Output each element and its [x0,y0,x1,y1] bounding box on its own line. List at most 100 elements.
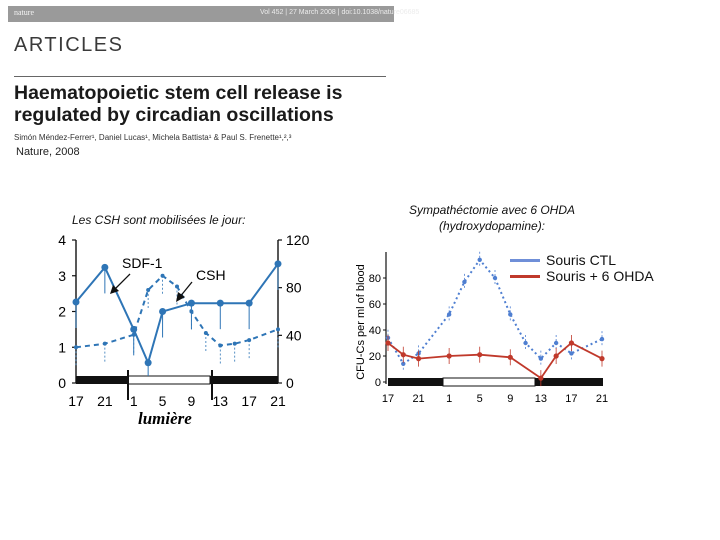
csh-arrow-head [176,292,185,302]
csh-label: CSH [196,267,226,283]
data-point-ctl [523,340,528,346]
right-chart-y-tick-label: 60 [369,299,381,311]
left-y-tick-label: 3 [58,268,66,284]
data-point-ohda [477,352,483,358]
data-point-sdf1 [175,284,179,289]
right-chart-x-tick-label: 21 [596,393,608,405]
data-point-ohda [568,340,575,346]
journal-header-bar: nature Vol 452 | 27 March 2008 | doi:10.… [8,6,419,22]
left-x-tick-label: 13 [212,393,228,409]
legend-label-ctl: Souris CTL [546,252,617,268]
sdf1-label: SDF-1 [122,255,163,271]
right-chart-y-tick-label: 80 [369,273,381,285]
data-point-csh [101,263,109,271]
paper-authors: Simón Méndez-Ferrer¹, Daniel Lucas¹, Mic… [14,133,292,142]
light-label: lumière [138,409,192,428]
right-y-axis-label: CFU-Cs per ml of blood [355,264,367,380]
series-line-sdf-1 [75,274,279,349]
data-point-csh [187,299,195,307]
right-chart-x-tick-label: 9 [507,393,513,405]
light-bar [127,375,211,385]
right-y-tick-label: 40 [286,327,302,343]
data-point-ctl [401,361,406,366]
left-x-tick-label: 9 [188,393,196,409]
right-y-tick-label: 0 [286,375,294,391]
data-point-sdf1 [232,341,237,346]
right-chart-x-tick-label: 1 [446,393,452,405]
legend-item-ctl: Souris CTL [510,252,616,268]
right-chart-y-tick-label: 40 [369,325,381,337]
data-point-ohda [385,340,391,346]
legend-swatch-ohda [510,274,540,278]
data-point-csh [216,299,224,307]
left-y-tick-label: 0 [58,375,66,391]
divider [14,76,386,77]
legend-item-ohda: Souris + 6 OHDA [510,268,654,284]
data-point-ohda [446,353,452,359]
data-point-csh [159,308,167,315]
data-point-ohda [599,356,605,362]
left-y-tick-label: 1 [58,339,66,355]
series-line-csh [75,263,279,366]
right-chart-x-tick-label: 5 [477,393,483,405]
data-point-sdf1 [218,343,223,348]
left-x-tick-label: 1 [130,393,138,409]
data-point-sdf1 [203,330,208,335]
right-chart-y-tick-label: 0 [375,377,381,389]
right-chart-x-tick-label: 17 [565,393,577,405]
right-chart-x-tick-label: 13 [535,393,547,405]
data-point-ohda [553,353,559,359]
right-chart-x-tick-label: 17 [382,393,394,405]
series-line-ohda [387,341,603,380]
data-point-ctl [446,312,452,317]
legend-label-ohda: Souris + 6 OHDA [546,268,654,284]
data-point-ctl [492,275,498,281]
data-point-ctl [553,340,559,346]
left-chart-caption: Les CSH sont mobilisées le jour: [72,213,246,227]
left-x-tick-label: 21 [97,393,113,409]
right-chart-caption: Sympathéctomie avec 6 OHDA (hydroxydopam… [408,203,576,233]
left-x-tick-label: 17 [241,393,257,409]
data-point-sdf1 [276,327,280,332]
right-y-tick-label: 120 [286,232,310,248]
data-point-ctl [569,351,574,356]
data-point-ctl [462,279,467,285]
section-label: ARTICLES [14,34,124,56]
left-y-tick-label: 2 [58,304,66,320]
data-point-ohda [538,375,544,381]
data-point-sdf1 [160,273,165,278]
data-point-ohda [415,356,422,362]
left-chart-frame [75,240,279,400]
data-point-ctl [508,312,513,317]
data-point-ctl [538,356,544,361]
left-y-tick-label: 4 [58,232,66,248]
legend-swatch-ctl [510,258,540,262]
data-point-csh [130,325,138,333]
volume-info: Vol 452 | 27 March 2008 | doi:10.1038/na… [260,9,420,16]
paper-title: Haematopoietic stem cell release is regu… [14,82,343,126]
left-x-tick-label: 21 [270,393,286,409]
sdf1-arrow-head [110,285,119,294]
data-point-ctl [477,257,482,262]
data-point-sdf1 [102,341,107,346]
data-point-csh [245,299,253,307]
journal-name: nature [14,8,34,17]
left-x-tick-label: 5 [159,393,167,409]
data-point-ctl [599,336,605,342]
left-x-tick-label: 17 [68,393,84,409]
data-point-ohda [400,352,406,358]
data-point-csh [274,260,282,268]
data-point-csh [72,298,80,306]
right-y-tick-label: 80 [286,280,302,296]
right-light-bar [442,377,536,387]
data-point-sdf1 [146,288,151,293]
right-chart-y-tick-label: 20 [369,351,381,363]
citation: Nature, 2008 [16,146,80,158]
data-point-ohda [507,354,513,360]
data-point-csh [144,359,152,367]
data-point-sdf1 [247,338,252,343]
right-chart-x-tick-label: 21 [412,393,424,405]
data-point-sdf1 [74,345,78,350]
